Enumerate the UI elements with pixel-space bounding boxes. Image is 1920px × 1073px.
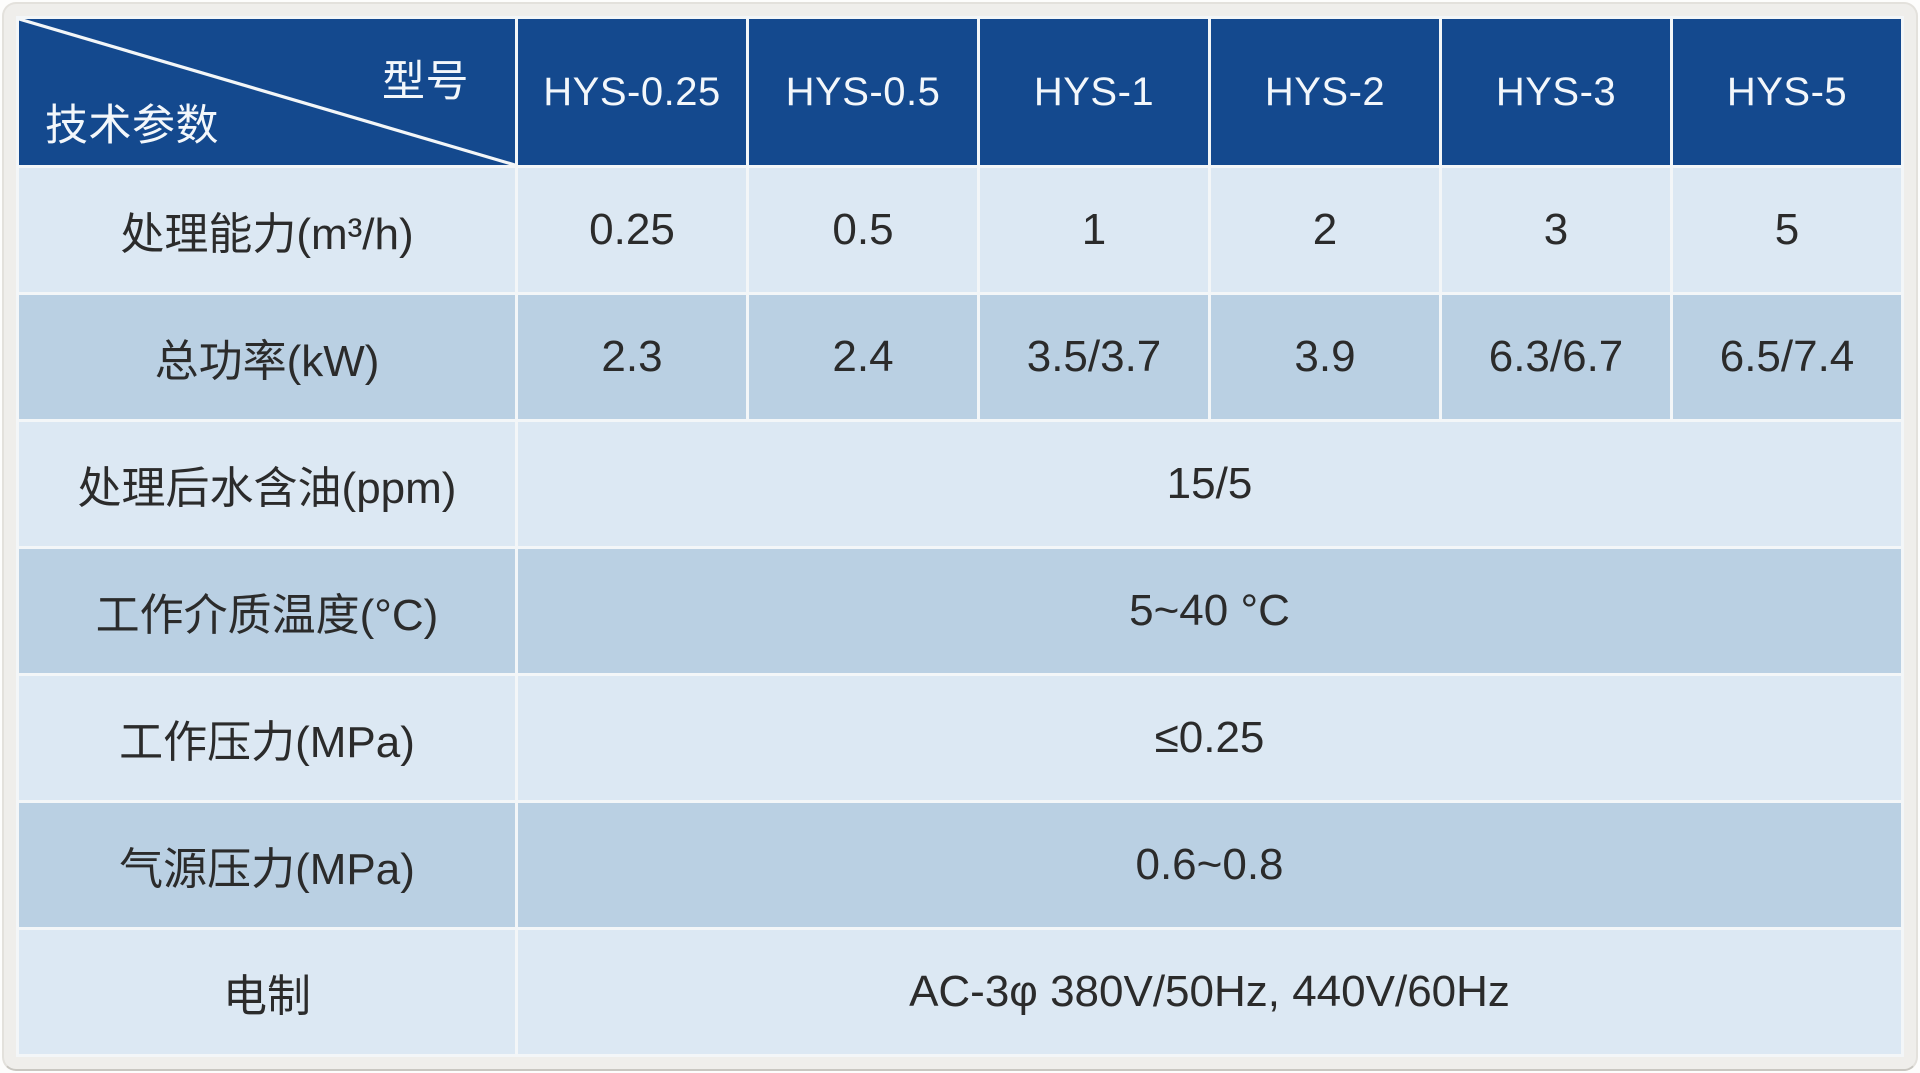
table-row: 处理后水含油(ppm) 15/5 bbox=[19, 422, 1901, 546]
table-row: 气源压力(MPa) 0.6~0.8 bbox=[19, 803, 1901, 927]
spec-table: 型号 技术参数 HYS-0.25 HYS-0.5 HYS-1 HYS-2 HYS… bbox=[16, 16, 1904, 1057]
table-row: 工作压力(MPa) ≤0.25 bbox=[19, 676, 1901, 800]
header-row: 型号 技术参数 HYS-0.25 HYS-0.5 HYS-1 HYS-2 HYS… bbox=[19, 19, 1901, 165]
corner-model-label: 型号 bbox=[382, 58, 469, 106]
corner-cell: 型号 技术参数 bbox=[19, 19, 515, 165]
model-header: HYS-0.5 bbox=[749, 19, 977, 165]
row-label: 工作介质温度(°C) bbox=[19, 549, 515, 673]
value-cell: 2.4 bbox=[749, 295, 977, 419]
value-cell: 6.3/6.7 bbox=[1442, 295, 1670, 419]
value-cell: 1 bbox=[980, 168, 1208, 292]
row-label: 气源压力(MPa) bbox=[19, 803, 515, 927]
span-value-cell: 15/5 bbox=[518, 422, 1901, 546]
row-label: 处理能力(m³/h) bbox=[19, 168, 515, 292]
row-label: 电制 bbox=[19, 930, 515, 1054]
table-row: 电制 AC-3φ 380V/50Hz, 440V/60Hz bbox=[19, 930, 1901, 1054]
model-header: HYS-5 bbox=[1673, 19, 1901, 165]
model-header: HYS-1 bbox=[980, 19, 1208, 165]
span-value-cell: AC-3φ 380V/50Hz, 440V/60Hz bbox=[518, 930, 1901, 1054]
model-header: HYS-2 bbox=[1211, 19, 1439, 165]
value-cell: 3.5/3.7 bbox=[980, 295, 1208, 419]
diagonal-divider-line bbox=[19, 19, 515, 165]
value-cell: 6.5/7.4 bbox=[1673, 295, 1901, 419]
model-header: HYS-3 bbox=[1442, 19, 1670, 165]
value-cell: 3 bbox=[1442, 168, 1670, 292]
value-cell: 5 bbox=[1673, 168, 1901, 292]
row-label: 处理后水含油(ppm) bbox=[19, 422, 515, 546]
table-row: 处理能力(m³/h) 0.25 0.5 1 2 3 5 bbox=[19, 168, 1901, 292]
value-cell: 0.5 bbox=[749, 168, 977, 292]
table-row: 总功率(kW) 2.3 2.4 3.5/3.7 3.9 6.3/6.7 6.5/… bbox=[19, 295, 1901, 419]
value-cell: 2.3 bbox=[518, 295, 746, 419]
value-cell: 0.25 bbox=[518, 168, 746, 292]
corner-params-label: 技术参数 bbox=[45, 102, 219, 150]
row-label: 工作压力(MPa) bbox=[19, 676, 515, 800]
table-row: 工作介质温度(°C) 5~40 °C bbox=[19, 549, 1901, 673]
value-cell: 3.9 bbox=[1211, 295, 1439, 419]
model-header: HYS-0.25 bbox=[518, 19, 746, 165]
value-cell: 2 bbox=[1211, 168, 1439, 292]
span-value-cell: 5~40 °C bbox=[518, 549, 1901, 673]
span-value-cell: ≤0.25 bbox=[518, 676, 1901, 800]
row-label: 总功率(kW) bbox=[19, 295, 515, 419]
span-value-cell: 0.6~0.8 bbox=[518, 803, 1901, 927]
